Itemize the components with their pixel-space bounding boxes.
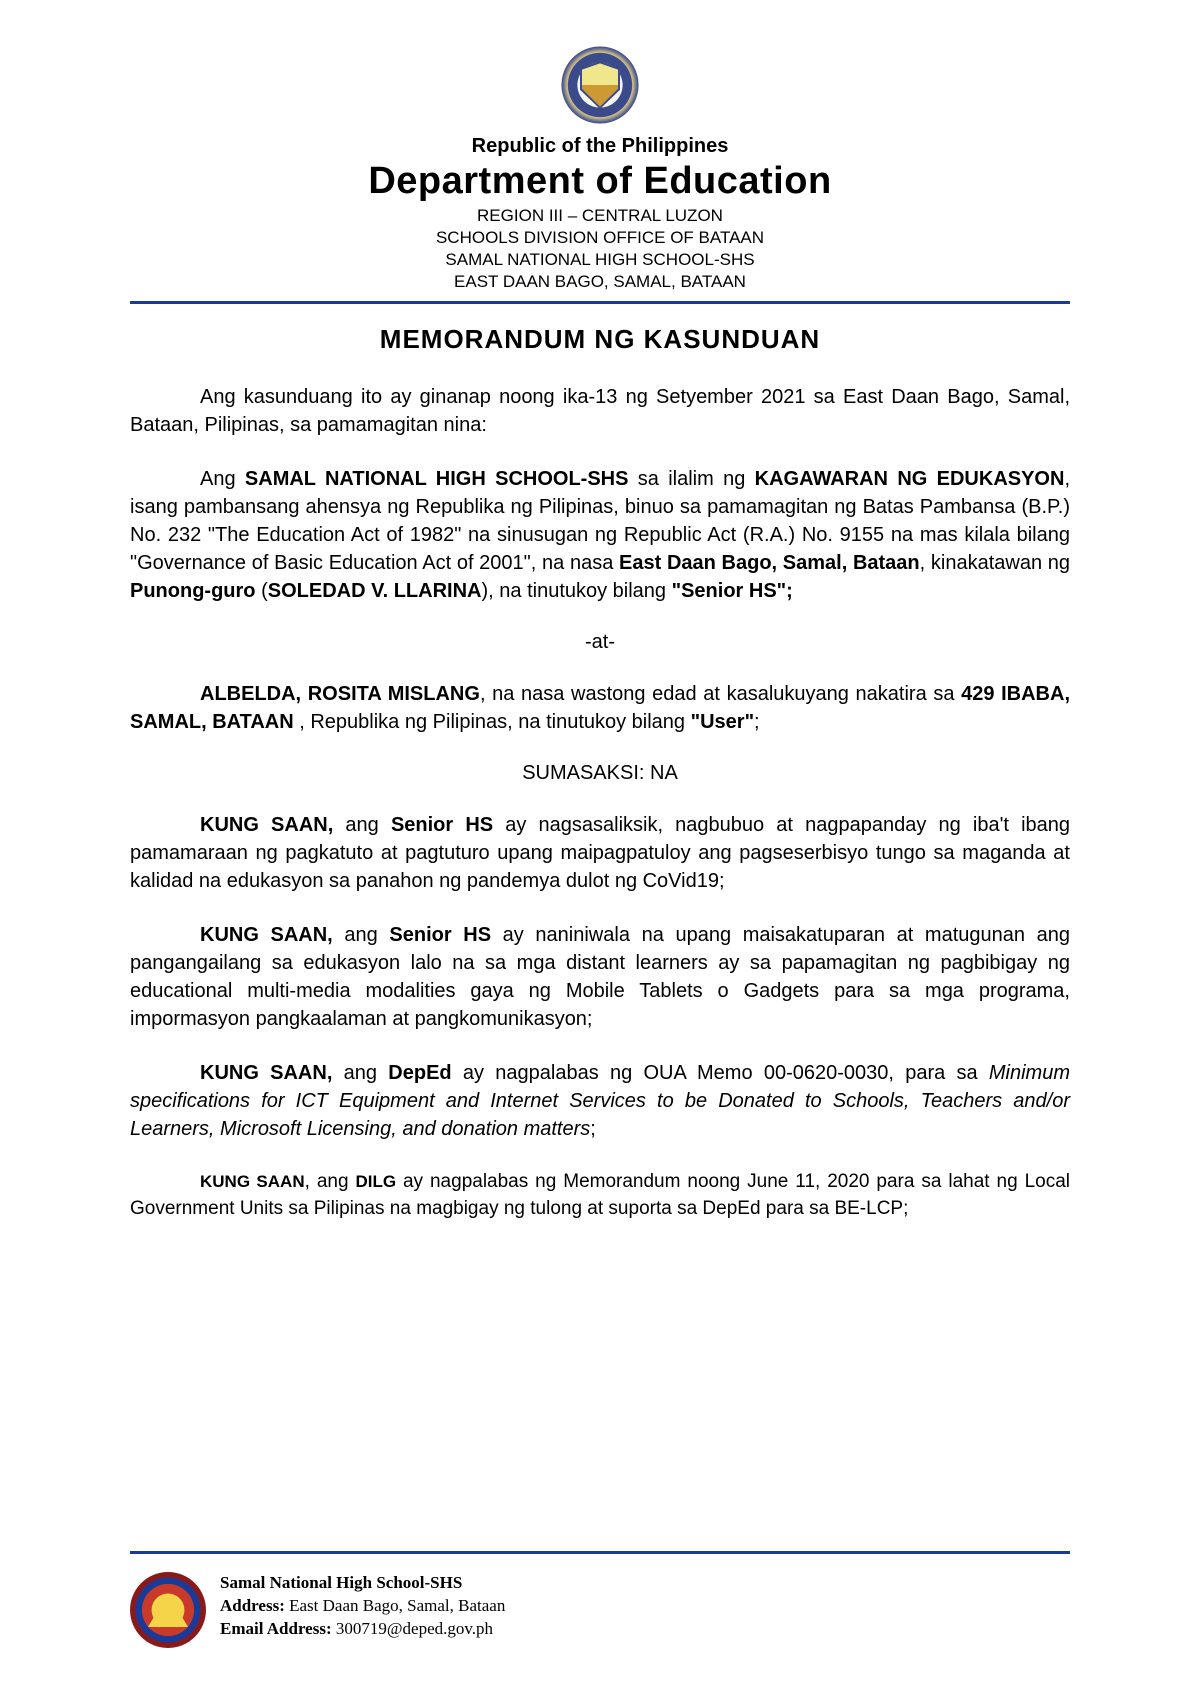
user-alias: "User"	[691, 711, 754, 733]
separator-at: -at-	[130, 631, 1070, 654]
text: (	[256, 580, 268, 602]
republic-line: Republic of the Philippines	[130, 135, 1070, 158]
text: , kinakatawan ng	[920, 552, 1070, 574]
text: ;	[754, 711, 760, 733]
user-paragraph: ALBELDA, ROSITA MISLANG, na nasa wastong…	[130, 680, 1070, 736]
whereas-label: KUNG SAAN	[200, 1172, 305, 1191]
text: , ang	[305, 1171, 356, 1192]
whereas-label: KUNG SAAN,	[200, 1062, 332, 1084]
text: ang	[332, 1062, 388, 1084]
whereas-label: KUNG SAAN,	[200, 814, 333, 836]
whereas-3: KUNG SAAN, ang DepEd ay nagpalabas ng OU…	[130, 1059, 1070, 1143]
text: ;	[590, 1118, 596, 1140]
school-paragraph: Ang SAMAL NATIONAL HIGH SCHOOL-SHS sa il…	[130, 465, 1070, 605]
subject: Senior HS	[389, 924, 491, 946]
text: , Republika ng Pilipinas, na tinutukoy b…	[299, 711, 690, 733]
footer-divider	[130, 1551, 1070, 1554]
text: , na nasa wastong edad at kasalukuyang n…	[480, 683, 961, 705]
footer-content: Samal National High School-SHS Address: …	[130, 1572, 1070, 1648]
intro-paragraph: Ang kasunduang ito ay ginanap noong ika-…	[130, 383, 1070, 439]
whereas-2: KUNG SAAN, ang Senior HS ay naniniwala n…	[130, 921, 1070, 1033]
subject: Senior HS	[391, 814, 493, 836]
header-divider	[130, 301, 1070, 304]
footer-address: Address: East Daan Bago, Samal, Bataan	[220, 1595, 505, 1618]
page: Republic of the Philippines Department o…	[0, 0, 1200, 1223]
footer-text: Samal National High School-SHS Address: …	[220, 1572, 505, 1641]
text: ang	[333, 814, 391, 836]
value: 300719@deped.gov.ph	[332, 1619, 493, 1638]
label: Address:	[220, 1596, 285, 1615]
text: ay nagpalabas ng OUA Memo 00-0620-0030, …	[452, 1062, 989, 1084]
party-alias: "Senior HS";	[672, 580, 793, 602]
document-title: MEMORANDUM NG KASUNDUAN	[130, 324, 1070, 355]
footer-school-name: Samal National High School-SHS	[220, 1572, 505, 1595]
letterhead: Republic of the Philippines Department o…	[130, 40, 1070, 293]
page-footer: Samal National High School-SHS Address: …	[0, 1551, 1200, 1648]
witness-heading: SUMASAKSI: NA	[130, 762, 1070, 785]
value: East Daan Bago, Samal, Bataan	[285, 1596, 505, 1615]
principal-name: SOLEDAD V. LLARINA	[268, 580, 482, 602]
whereas-label: KUNG SAAN,	[200, 924, 333, 946]
text: sa ilalim ng	[628, 468, 754, 490]
department-line: Department of Education	[130, 160, 1070, 203]
user-name: ALBELDA, ROSITA MISLANG	[200, 683, 480, 705]
footer-email: Email Address: 300719@deped.gov.ph	[220, 1618, 505, 1641]
division-line: SCHOOLS DIVISION OFFICE OF BATAAN	[130, 227, 1070, 249]
role: Punong-guro	[130, 580, 256, 602]
text: ),	[481, 580, 493, 602]
text: Ang	[200, 468, 245, 490]
label: Email Address:	[220, 1619, 332, 1638]
region-line: REGION III – CENTRAL LUZON	[130, 205, 1070, 227]
whereas-1: KUNG SAAN, ang Senior HS ay nagsasaliksi…	[130, 811, 1070, 895]
agency-name: KAGAWARAN NG EDUKASYON	[755, 468, 1065, 490]
location: East Daan Bago, Samal, Bataan	[619, 552, 920, 574]
address-line: EAST DAAN BAGO, SAMAL, BATAAN	[130, 271, 1070, 293]
text: na tinutukoy bilang	[499, 580, 671, 602]
school-line: SAMAL NATIONAL HIGH SCHOOL-SHS	[130, 249, 1070, 271]
school-logo-icon	[130, 1572, 206, 1648]
subject: DILG	[355, 1172, 396, 1191]
text: ang	[333, 924, 390, 946]
deped-seal-icon	[555, 40, 645, 130]
subject: DepEd	[388, 1062, 451, 1084]
school-name: SAMAL NATIONAL HIGH SCHOOL-SHS	[245, 468, 629, 490]
whereas-4: KUNG SAAN, ang DILG ay nagpalabas ng Mem…	[130, 1169, 1070, 1222]
